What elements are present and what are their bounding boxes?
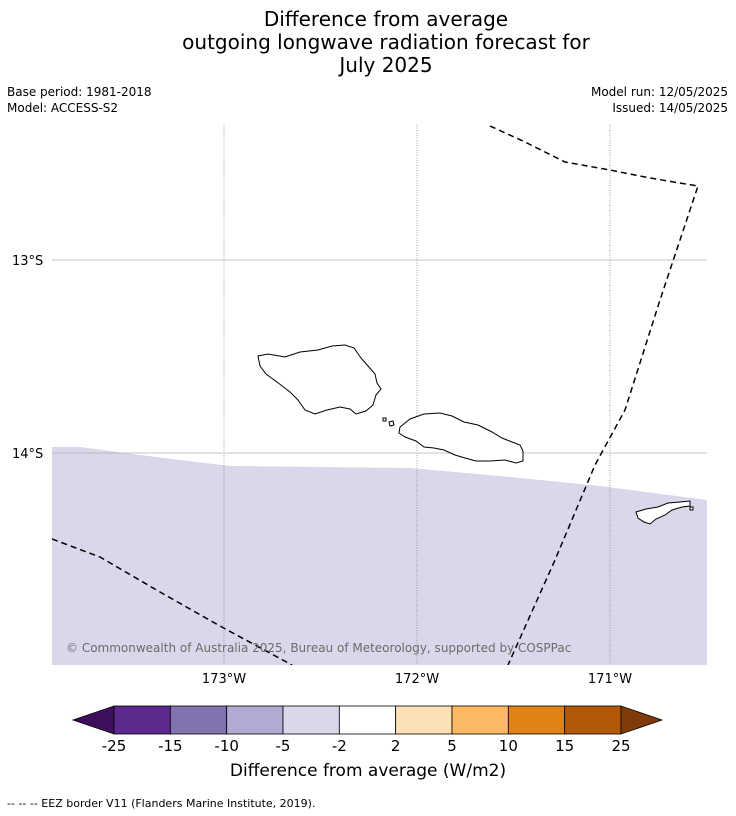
apolima-island — [382, 417, 387, 422]
lon-label-173w: 173°W — [202, 672, 246, 687]
savaii-island — [257, 344, 382, 415]
meta-right: Model run: 12/05/2025 Issued: 14/05/2025 — [591, 84, 728, 116]
manono-island — [388, 420, 395, 427]
meta-left: Base period: 1981-2018 Model: ACCESS-S2 — [7, 84, 152, 116]
lat-label-13s: 13°S — [12, 254, 43, 269]
axis-labels: 13°S 14°S 173°W 172°W 171°W — [12, 254, 632, 687]
colorbar-tick-label: -25 — [102, 737, 127, 755]
islands — [257, 344, 694, 525]
lon-label-172w: 172°W — [395, 672, 439, 687]
colorbar-over-arrow — [620, 705, 664, 735]
title-line-3: July 2025 — [339, 53, 433, 77]
eez-border-line — [489, 125, 699, 665]
colorbar-bin — [395, 705, 453, 735]
colorbar-tick-label: 10 — [499, 737, 518, 755]
chart-title: Difference from average outgoing longwav… — [0, 8, 736, 77]
colorbar-tick-label: 2 — [391, 737, 401, 755]
anomaly-field — [52, 447, 707, 665]
lat-label-14s: 14°S — [12, 447, 43, 462]
upolu-island — [398, 412, 524, 464]
eez-borders — [52, 125, 699, 665]
map-area — [52, 125, 707, 665]
colorbar-ticks: -25 -15 -10 -5 -2 2 5 10 15 25 — [102, 737, 631, 755]
aunuu-island — [689, 506, 694, 511]
colorbar-bin — [338, 705, 397, 735]
colorbar-bin — [226, 705, 284, 735]
colorbar-tick-label: -2 — [332, 737, 347, 755]
base-period-text: Base period: 1981-2018 — [7, 85, 152, 99]
colorbar-bin — [282, 705, 340, 735]
colorbar-bin — [507, 705, 566, 735]
eez-legend-footer: -- -- -- EEZ border V11 (Flanders Marine… — [7, 797, 316, 810]
colorbar-under-arrow — [71, 705, 115, 735]
model-run-text: Model run: 12/05/2025 — [590, 85, 728, 99]
eez-border-line — [52, 538, 293, 665]
colorbar-bin — [564, 705, 622, 735]
colorbar-bin — [451, 705, 509, 735]
issued-text: Issued: 14/05/2025 — [612, 101, 728, 115]
tutuila-island — [635, 500, 691, 525]
colorbar-bin — [113, 705, 171, 735]
model-text: Model: ACCESS-S2 — [7, 101, 119, 115]
colorbar-label: Difference from average (W/m2) — [229, 761, 507, 781]
colorbar-bins — [113, 705, 622, 735]
colorbar-tick-label: -10 — [214, 737, 239, 755]
colorbar-tick-label: 5 — [447, 737, 457, 755]
title-line-1: Difference from average — [263, 7, 509, 31]
lon-label-171w: 171°W — [588, 672, 632, 687]
colorbar: -25 -15 -10 -5 -2 2 5 10 15 25 — [71, 705, 664, 755]
title-line-2: outgoing longwave radiation forecast for — [182, 30, 590, 54]
colorbar-tick-label: 25 — [611, 737, 630, 755]
graticule — [52, 125, 707, 665]
copyright-credit: © Commonwealth of Australia 2025, Bureau… — [66, 641, 572, 655]
colorbar-tick-label: 15 — [555, 737, 574, 755]
colorbar-bin — [169, 705, 228, 735]
colorbar-tick-label: -5 — [276, 737, 291, 755]
colorbar-tick-label: -15 — [158, 737, 183, 755]
